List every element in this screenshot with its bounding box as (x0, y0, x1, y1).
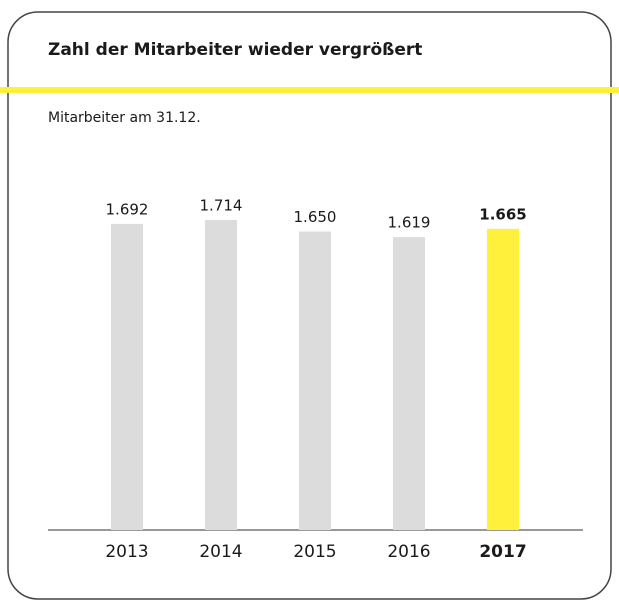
x-tick-label: 2016 (387, 542, 430, 562)
bar (205, 219, 237, 531)
value-label: 1.619 (388, 214, 431, 232)
title-rule (0, 87, 619, 93)
chart-title: Zahl der Mitarbeiter wieder vergrößert (48, 40, 422, 60)
bar (393, 237, 425, 530)
chart-subtitle: Mitarbeiter am 31.12. (48, 110, 201, 126)
value-label: 1.650 (294, 208, 337, 226)
x-tick-label: 2015 (293, 542, 336, 562)
bar (487, 228, 519, 530)
bar (111, 223, 143, 530)
x-tick-label: 2013 (105, 542, 148, 562)
bar (299, 231, 331, 530)
x-tick-label: 2014 (199, 542, 242, 562)
value-label: 1.714 (200, 196, 243, 214)
value-label: 1.692 (106, 200, 149, 218)
x-tick-label: 2017 (479, 542, 526, 562)
value-label: 1.665 (479, 205, 526, 223)
